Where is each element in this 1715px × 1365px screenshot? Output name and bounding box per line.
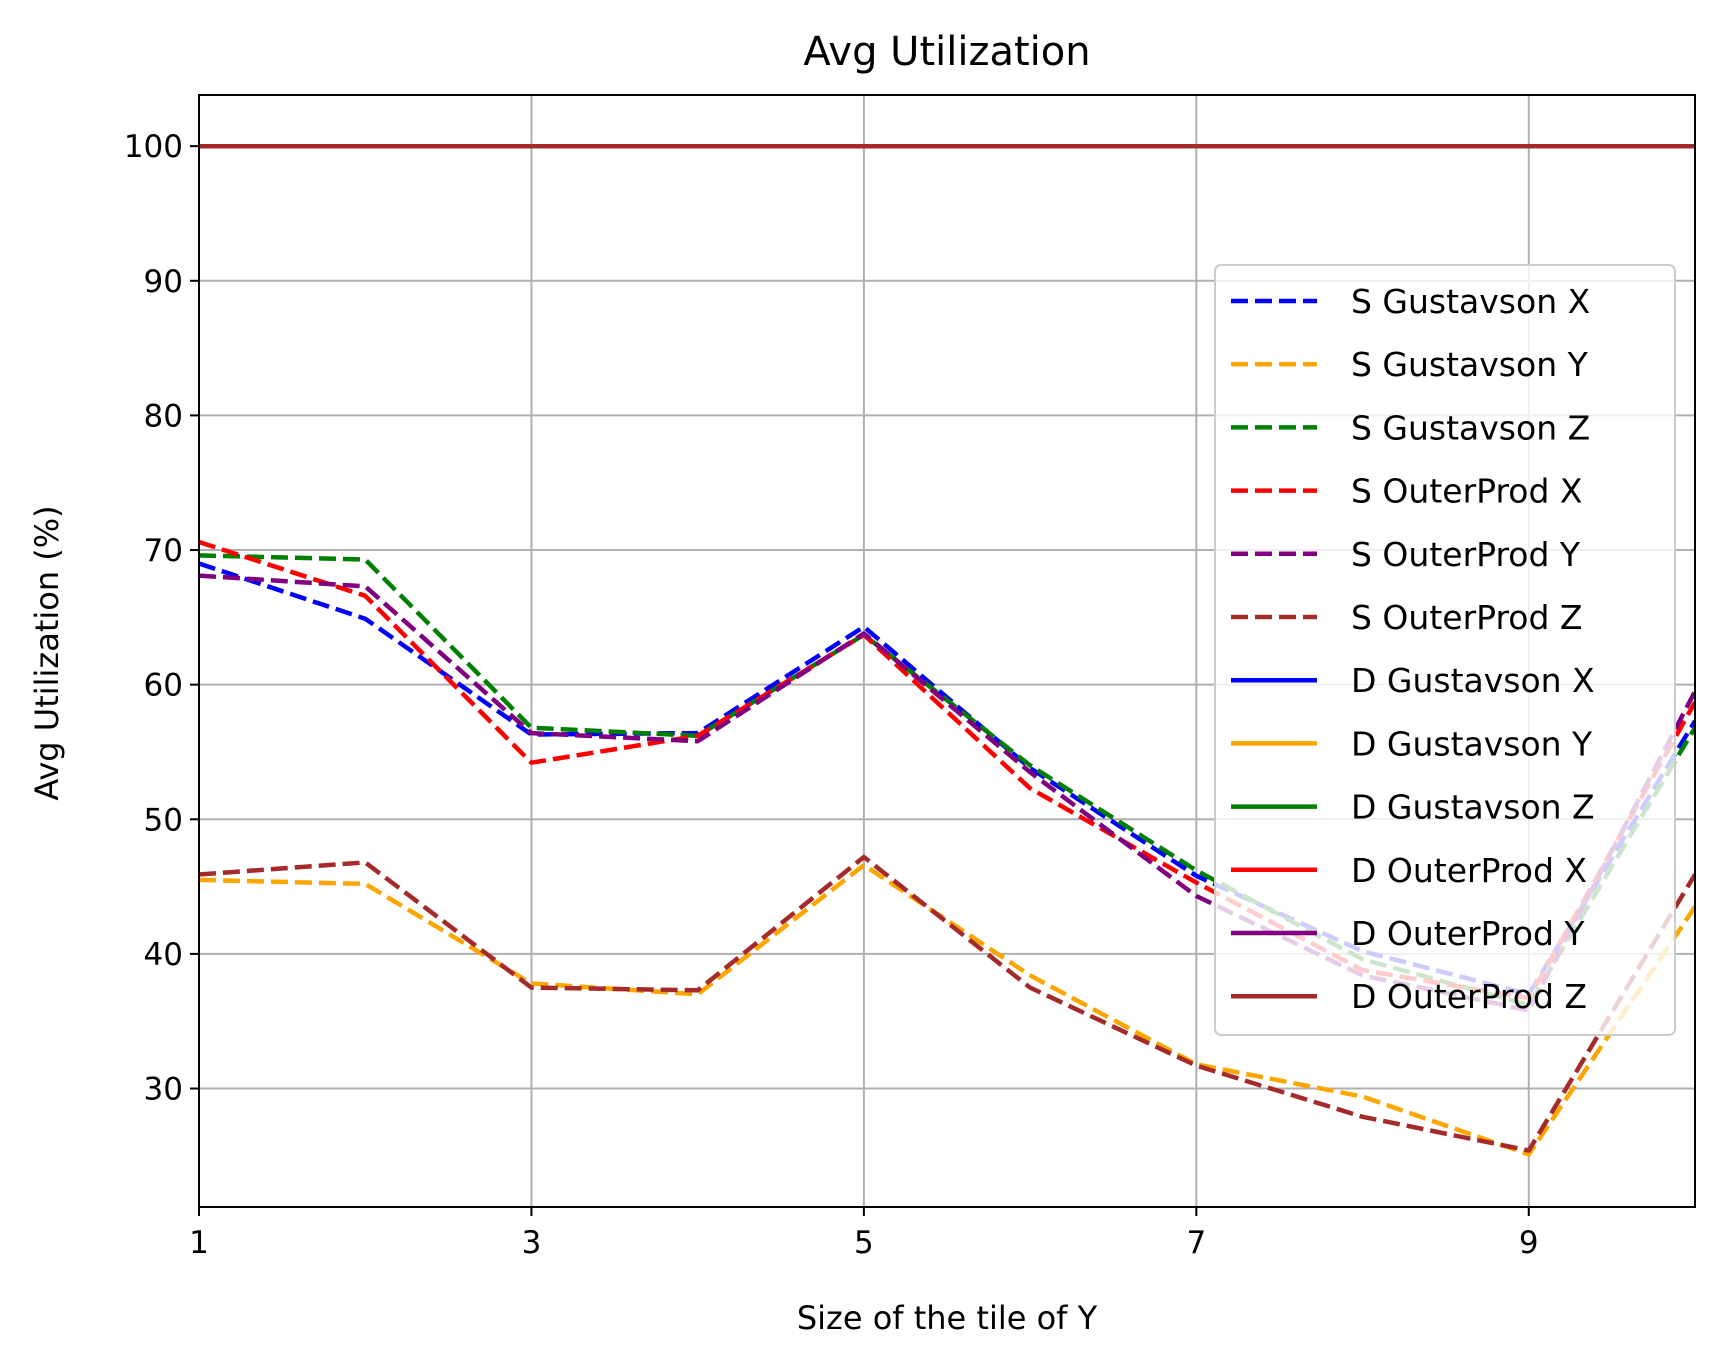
x-axis-label: Size of the tile of Y (797, 1299, 1098, 1337)
series-line-s-outerprod-z (199, 854, 1695, 1153)
y-tick-label: 90 (144, 264, 183, 300)
legend-label-s-gustavson-z: S Gustavson Z (1351, 408, 1590, 447)
series-line-s-gustavson-y (199, 862, 1695, 1157)
x-tick-label: 5 (854, 1225, 874, 1261)
y-tick-label: 30 (144, 1072, 183, 1108)
legend-label-s-gustavson-y: S Gustavson Y (1351, 345, 1589, 384)
series-line-s-outerprod-x (199, 539, 1695, 1001)
legend-label-d-gustavson-y: D Gustavson Y (1351, 724, 1593, 763)
y-tick-label: 100 (124, 129, 183, 165)
x-tick-label: 3 (522, 1225, 542, 1261)
legend-label-s-outerprod-y: S OuterProd Y (1351, 535, 1581, 574)
legend-label-d-gustavson-x: D Gustavson X (1351, 661, 1595, 700)
legend-label-s-gustavson-x: S Gustavson X (1351, 282, 1590, 321)
axis-ticks: 1 3 5 7 9 30 40 50 60 70 80 90 100 (124, 129, 1539, 1261)
legend-label-d-outerprod-x: D OuterProd X (1351, 851, 1587, 890)
plot-frame (198, 94, 1696, 1208)
legend-label-d-outerprod-z: D OuterProd Z (1351, 977, 1587, 1016)
y-tick-label: 80 (144, 398, 183, 434)
y-tick-label: 60 (144, 668, 183, 704)
y-tick-label: 50 (144, 802, 183, 838)
legend-label-d-gustavson-z: D Gustavson Z (1351, 788, 1595, 827)
x-tick-label: 7 (1186, 1225, 1206, 1261)
y-tick-label: 70 (144, 533, 183, 569)
legend-label-s-outerprod-x: S OuterProd X (1351, 472, 1583, 511)
legend-label-d-outerprod-y: D OuterProd Y (1351, 914, 1585, 953)
legend-label-s-outerprod-z: S OuterProd Z (1351, 598, 1583, 637)
legend-box (1214, 264, 1676, 1036)
x-tick-label: 1 (189, 1225, 209, 1261)
y-axis-label: Avg Utilization (%) (28, 505, 66, 800)
x-tick-label: 9 (1519, 1225, 1539, 1261)
y-tick-label: 40 (144, 937, 183, 973)
legend: S Gustavson X S Gustavson Y S Gustavson Z S… (1214, 264, 1676, 1036)
chart-title: Avg Utilization (803, 29, 1090, 75)
